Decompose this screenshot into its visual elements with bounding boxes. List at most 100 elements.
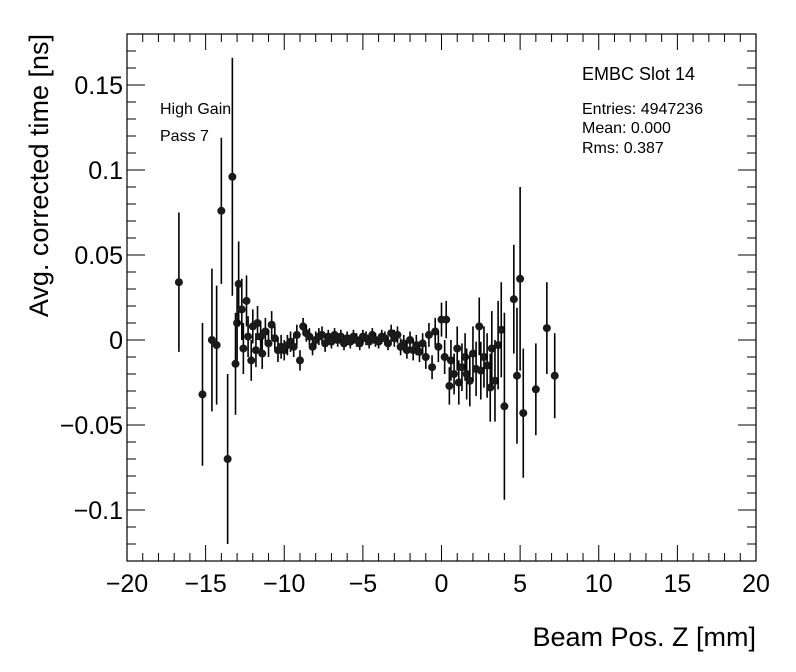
point-marker — [253, 319, 262, 327]
point-marker — [251, 346, 260, 355]
data-point — [247, 340, 256, 381]
annotation-pass: Pass 7 — [160, 128, 209, 145]
point-marker — [512, 371, 521, 380]
data-point — [292, 324, 301, 346]
data-point — [393, 326, 402, 344]
data-point — [231, 312, 240, 415]
x-tick-label: 15 — [663, 570, 691, 598]
data-point — [424, 323, 433, 347]
data-point — [519, 348, 528, 478]
point-marker — [424, 330, 433, 339]
point-marker — [497, 325, 506, 334]
point-marker — [261, 327, 270, 336]
annotation-high-gain: High Gain — [160, 101, 231, 118]
data-point — [384, 336, 393, 351]
point-marker — [446, 356, 455, 365]
data-point — [270, 326, 279, 351]
data-point — [440, 340, 449, 374]
data-point — [476, 341, 485, 400]
data-point — [228, 57, 237, 296]
point-marker — [475, 322, 484, 331]
x-tick-label: −5 — [349, 570, 378, 598]
point-marker — [365, 337, 374, 346]
data-point — [234, 241, 243, 327]
point-marker — [434, 342, 443, 351]
data-point — [264, 329, 273, 357]
point-marker — [440, 353, 449, 361]
y-tick-label: −0.05 — [60, 412, 123, 440]
point-marker — [242, 296, 251, 305]
data-point — [450, 353, 459, 395]
point-marker — [421, 353, 430, 361]
data-point — [251, 333, 260, 368]
point-marker — [450, 370, 459, 378]
data-point — [457, 343, 466, 391]
data-point — [244, 316, 253, 357]
point-marker — [500, 402, 509, 411]
point-marker — [431, 327, 440, 336]
point-marker — [355, 339, 364, 348]
point-marker — [461, 353, 470, 361]
data-point — [198, 323, 207, 466]
point-marker — [299, 322, 308, 331]
point-marker — [516, 274, 525, 283]
data-point — [531, 343, 540, 436]
point-marker — [418, 339, 427, 348]
stats-mean: Mean: 0.000 — [582, 120, 671, 137]
point-marker — [317, 330, 326, 339]
data-point — [487, 311, 496, 386]
data-point — [500, 312, 509, 500]
data-point — [428, 355, 437, 380]
data-point — [421, 345, 430, 369]
point-marker — [239, 344, 248, 353]
data-point — [402, 341, 411, 359]
point-marker — [295, 356, 304, 365]
data-point — [223, 374, 232, 544]
data-point — [406, 331, 415, 349]
point-marker — [490, 376, 499, 385]
data-point — [242, 275, 251, 327]
x-tick-label: −10 — [263, 570, 305, 598]
x-tick-label: 20 — [742, 570, 770, 598]
data-point — [258, 338, 267, 369]
point-marker — [258, 349, 267, 358]
chart-title: EMBC Slot 14 — [582, 64, 695, 84]
point-marker — [292, 330, 301, 339]
point-marker — [264, 339, 273, 348]
point-marker — [393, 330, 402, 339]
data-point — [207, 268, 216, 412]
data-point — [418, 333, 427, 354]
point-marker — [483, 361, 492, 370]
data-point — [431, 317, 440, 346]
x-tick-label: 5 — [513, 570, 527, 598]
point-marker — [457, 363, 466, 372]
data-point — [516, 187, 525, 371]
data-point — [445, 367, 454, 405]
point-marker — [476, 366, 485, 375]
point-marker — [509, 295, 518, 304]
ticks-layer: −20 −15 −10 −5 0 5 10 15 20 −0.1 −0.05 0 0.05 0.1 0.15 — [60, 33, 770, 598]
y-tick-label: 0.05 — [74, 242, 123, 270]
data-point — [512, 307, 521, 444]
data-point — [490, 340, 499, 422]
point-marker — [542, 324, 551, 333]
y-axis-title: Avg. corrected time [ns] — [24, 34, 54, 317]
data-point — [542, 282, 551, 374]
data-point — [217, 137, 226, 284]
data-point — [317, 326, 326, 344]
point-marker — [228, 172, 237, 181]
data-point — [442, 300, 451, 339]
data-point — [237, 278, 246, 340]
point-marker — [270, 334, 279, 343]
point-marker — [550, 371, 559, 380]
point-marker — [327, 337, 336, 346]
point-marker — [308, 342, 317, 351]
point-marker — [454, 378, 463, 387]
point-marker — [494, 341, 503, 350]
data-point — [174, 212, 183, 352]
point-marker — [305, 332, 314, 341]
data-points — [174, 57, 559, 544]
data-point — [479, 326, 488, 388]
data-point — [468, 326, 477, 381]
point-marker — [445, 381, 454, 390]
